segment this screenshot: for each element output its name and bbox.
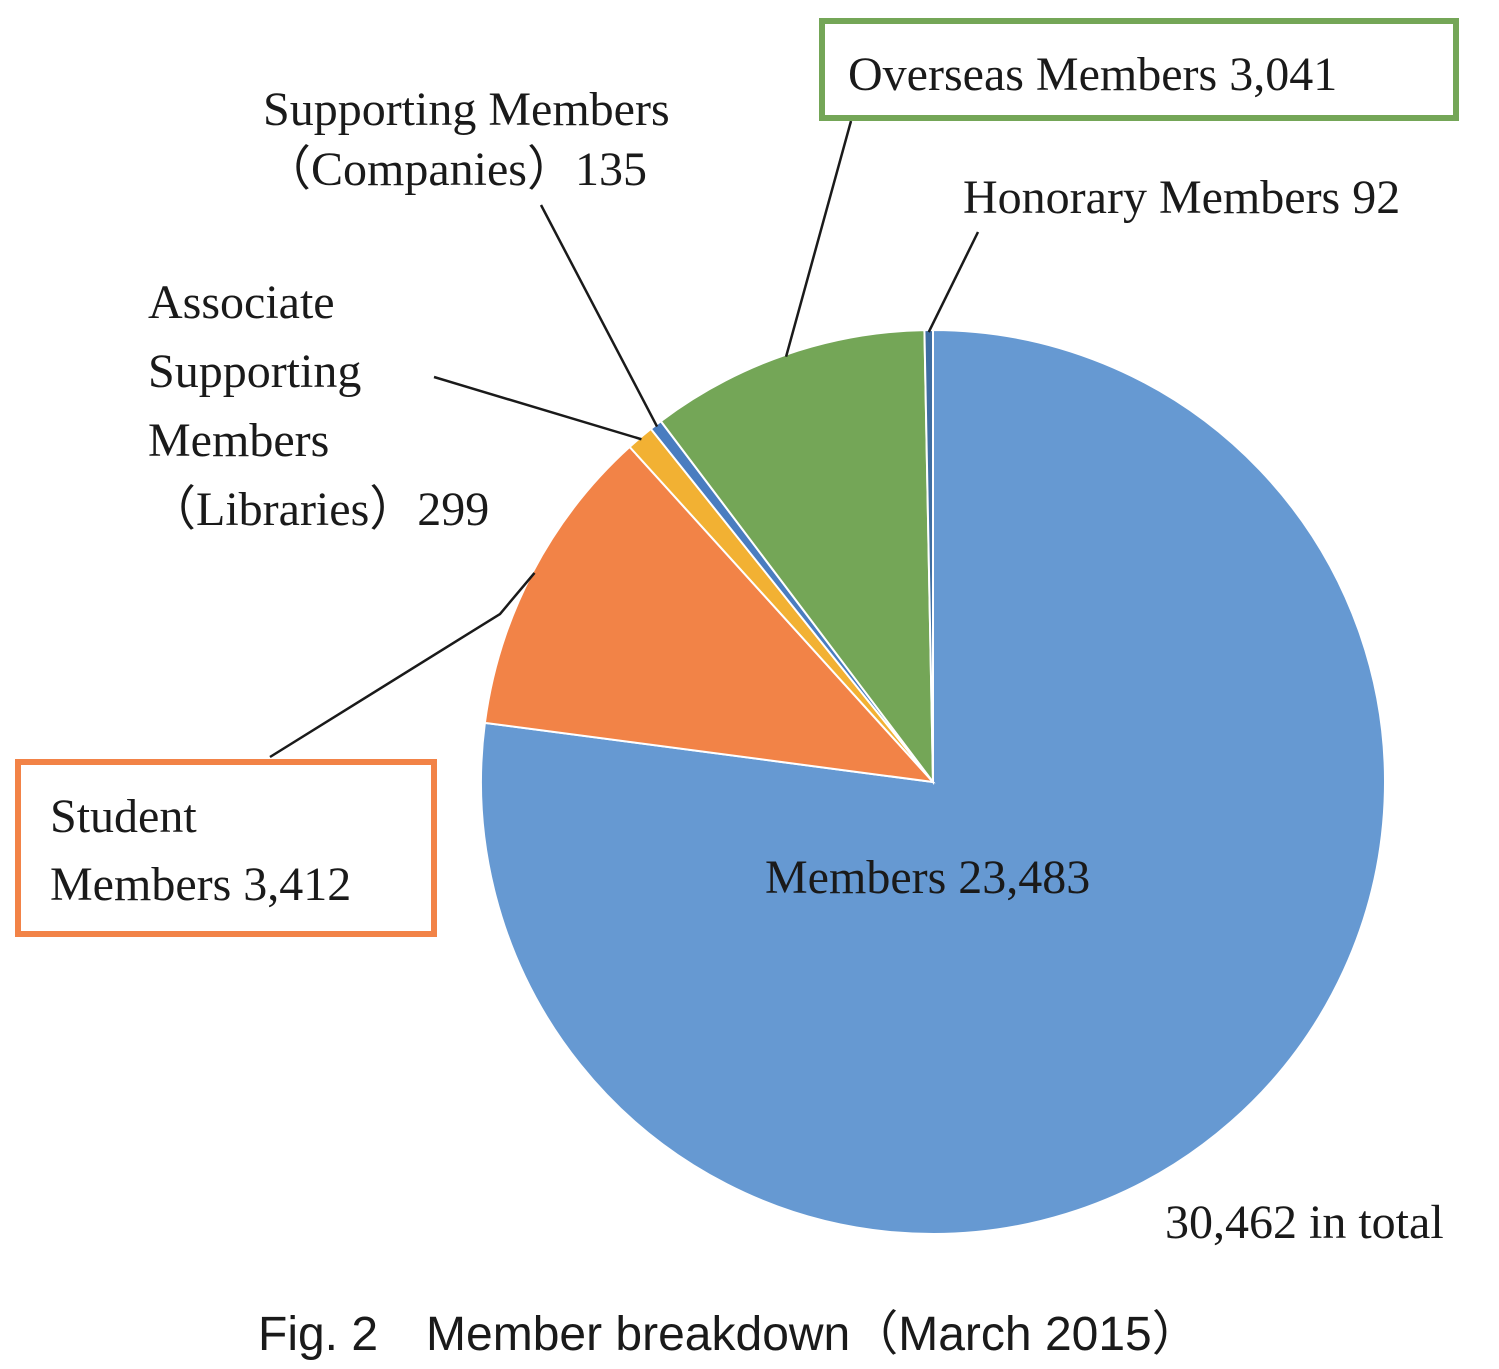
student-label-box bbox=[15, 759, 437, 937]
label-student: Student Members 3,412 bbox=[50, 790, 351, 911]
label-associate-supporting: Associate Supporting Members （Libraries）… bbox=[148, 276, 489, 536]
leader-line-associate bbox=[433, 375, 642, 441]
leader-lines bbox=[269, 120, 980, 759]
figure-caption: Fig. 2 Member breakdown（March 2015） bbox=[258, 1308, 1200, 1361]
label-supporting-companies: Supporting Members （Companies）135 bbox=[263, 83, 682, 196]
leader-line-supporting bbox=[539, 204, 659, 428]
overseas-label-box bbox=[819, 18, 1459, 121]
leader-line-overseas bbox=[784, 120, 853, 357]
total-label: 30,462 in total bbox=[1165, 1196, 1444, 1249]
label-members: Members 23,483 bbox=[765, 851, 1090, 904]
pie-slices bbox=[480, 328, 1386, 1235]
label-overseas: Overseas Members 3,041 bbox=[848, 48, 1337, 101]
leader-line-honorary bbox=[927, 231, 980, 333]
pie-slice-student bbox=[483, 445, 936, 784]
leader-line-student bbox=[269, 572, 536, 759]
label-honorary: Honorary Members 92 bbox=[963, 171, 1400, 224]
